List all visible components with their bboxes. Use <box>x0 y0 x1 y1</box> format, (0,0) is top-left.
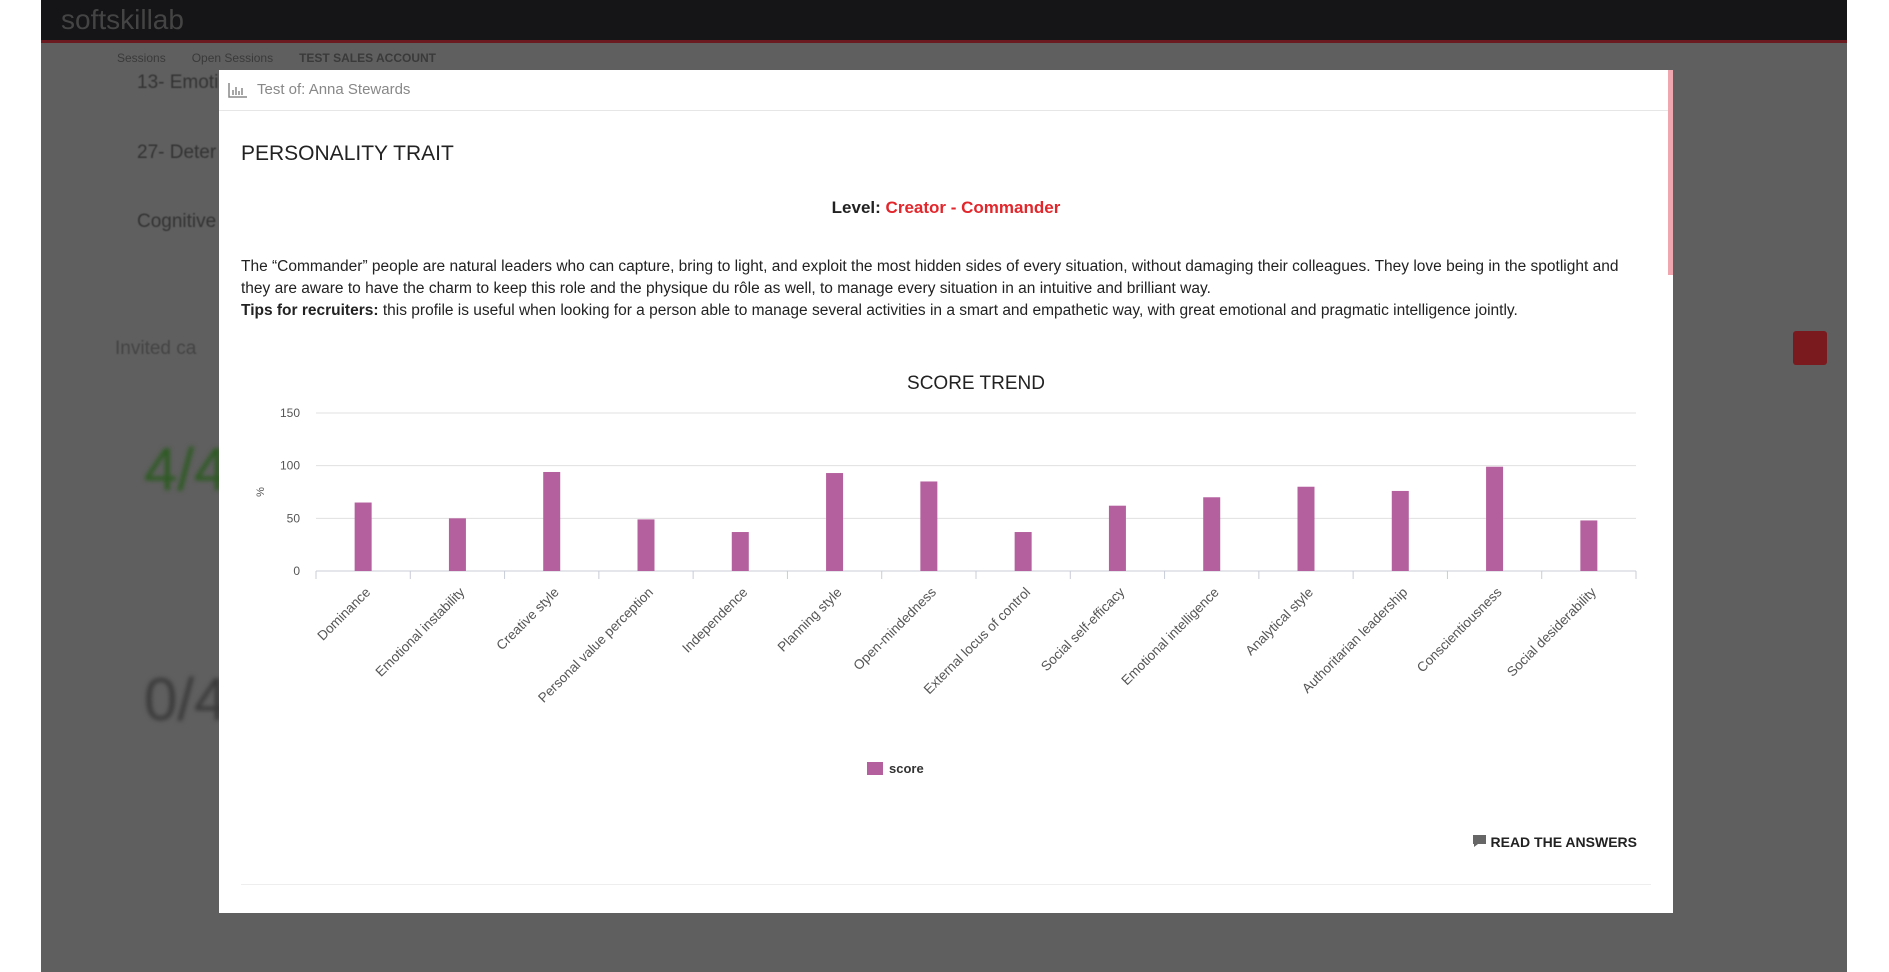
counter: 0/4 <box>144 666 228 733</box>
scrollbar[interactable] <box>1668 70 1673 275</box>
bg-item: Cognitive <box>137 211 217 232</box>
description-text: The “Commander” people are natural leade… <box>241 258 1619 297</box>
crumb[interactable]: Sessions <box>117 51 166 65</box>
chart-icon <box>228 83 247 98</box>
crumb: TEST SALES ACCOUNT <box>299 51 436 65</box>
tips-text: this profile is useful when looking for … <box>382 302 1518 319</box>
modal: SCORE TREND% 0 50 100 150 Dominance Emotional … <box>219 70 1673 913</box>
bar <box>1297 486 1315 571</box>
bg-item: Invited ca <box>115 338 197 359</box>
bg-item: 27- Deter <box>137 142 217 163</box>
description: The “Commander” people are natural leade… <box>241 256 1651 322</box>
level-label: Level: <box>831 198 881 217</box>
read-answers-button[interactable]: READ THE ANSWERS <box>1472 834 1637 850</box>
crumb[interactable]: Open Sessions <box>191 51 274 65</box>
bar <box>448 518 466 571</box>
tips-label: Tips for recruiters: <box>241 302 379 319</box>
bar <box>1391 490 1409 571</box>
y-axis-label: % <box>255 487 267 497</box>
x-tick-label: Dominance <box>314 585 373 644</box>
level-value: Creator - Commander <box>885 198 1061 217</box>
tips: Tips for recruiters: this profile is use… <box>241 300 1651 322</box>
x-tick-label: Emotional instability <box>373 584 468 679</box>
legend-swatch <box>867 762 883 775</box>
x-tick-label: Conscientiousness <box>1414 584 1505 675</box>
y-tick-label: 50 <box>287 511 301 525</box>
x-tick-label: Authoritarian leadership <box>1299 585 1410 696</box>
counter: 4/4 <box>144 436 228 503</box>
y-tick-label: 100 <box>280 459 300 473</box>
add-button[interactable] <box>1793 331 1827 365</box>
bar <box>1014 532 1032 571</box>
x-tick-label: Creative style <box>493 585 561 653</box>
legend-label: score <box>889 761 924 776</box>
x-tick-label: Social self-efficacy <box>1038 584 1128 674</box>
x-tick-label: Emotional intelligence <box>1118 585 1221 688</box>
bar <box>1580 520 1598 571</box>
x-tick-label: Open-mindedness <box>850 584 939 673</box>
section-title: PERSONALITY TRAIT <box>241 142 454 165</box>
chart-title: SCORE TREND <box>907 373 1045 394</box>
y-tick-label: 150 <box>280 406 300 420</box>
divider <box>241 884 1651 885</box>
x-tick-label: External locus of control <box>921 585 1033 697</box>
top-bar: softskillab <box>41 0 1847 43</box>
y-tick-label: 0 <box>293 564 300 578</box>
bar <box>1486 466 1504 571</box>
modal-title: Test of: Anna Stewards <box>257 81 411 98</box>
bar <box>826 473 844 571</box>
level: Level: Creator - Commander <box>219 198 1673 218</box>
x-tick-label: Social desiderability <box>1504 584 1599 679</box>
modal-header: Test of: Anna Stewards <box>219 70 1673 111</box>
x-tick-label: Independence <box>679 585 750 656</box>
bar <box>1108 505 1126 571</box>
button-label[interactable]: READ THE ANSWERS <box>1490 834 1638 850</box>
bg-item: 13- Emoti <box>137 72 219 93</box>
x-tick-label: Analytical style <box>1242 585 1316 659</box>
breadcrumb: Sessions Open Sessions TEST SALES ACCOUNT <box>117 51 462 65</box>
bar <box>731 532 749 571</box>
comment-icon <box>1472 835 1486 847</box>
bar <box>354 502 372 571</box>
x-tick-label: Planning style <box>775 585 845 655</box>
bar <box>637 519 655 571</box>
logo[interactable]: softskillab <box>61 4 184 35</box>
bar <box>543 471 561 571</box>
bar <box>1203 497 1221 571</box>
bar <box>920 481 938 571</box>
